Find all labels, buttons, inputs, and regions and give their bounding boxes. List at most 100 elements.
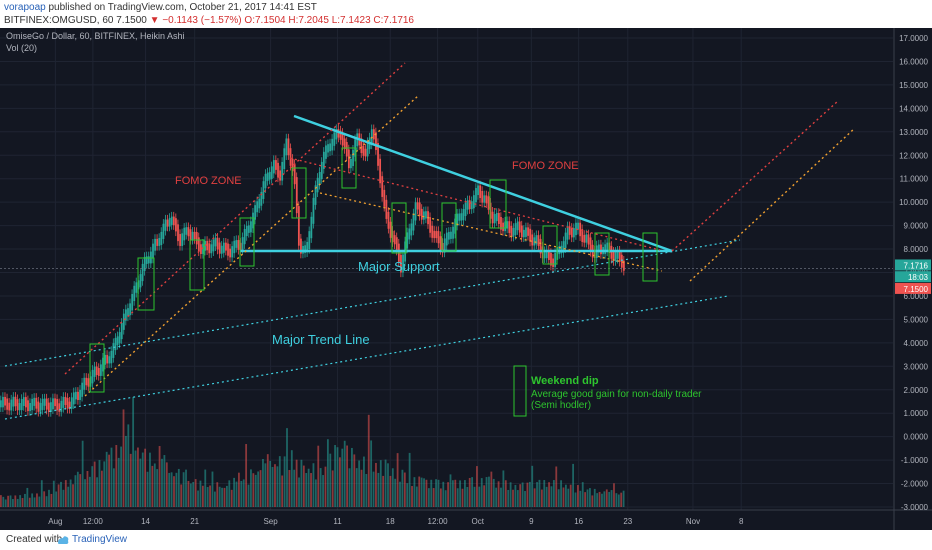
volume-bar	[177, 468, 180, 507]
volume-bar	[521, 482, 524, 507]
candle-body	[125, 309, 127, 321]
volume-bar	[343, 440, 346, 507]
volume-bar	[165, 462, 168, 507]
price-tag-label: 7.1716	[904, 261, 929, 270]
candle-body	[508, 221, 511, 233]
candle-body	[154, 238, 156, 251]
candle-body	[168, 217, 171, 227]
volume-bar	[201, 485, 204, 507]
volume-bar	[531, 465, 534, 507]
volume-bar	[295, 459, 298, 507]
volume-bar	[278, 456, 281, 507]
candle-body	[87, 378, 90, 387]
candle-body	[337, 129, 340, 138]
candle-body	[429, 217, 432, 233]
volume-bar	[326, 439, 329, 507]
candle-body	[247, 225, 250, 233]
price-axis-label: 2.0000	[904, 386, 929, 395]
symbol-label: BITFINEX:OMGUSD, 60	[4, 15, 114, 26]
volume-bar	[199, 480, 202, 507]
candle-body	[573, 228, 575, 238]
volume-bar	[79, 474, 82, 507]
volume-bar	[555, 466, 558, 507]
candle-body	[35, 397, 38, 409]
candle-body	[295, 177, 298, 214]
candle-body	[91, 369, 94, 384]
candle-body	[206, 240, 209, 251]
candle-body	[339, 130, 342, 140]
volume-bar	[120, 446, 123, 507]
volume-bar	[302, 465, 305, 507]
candle-body	[579, 222, 582, 237]
major-support-label: Major Support	[358, 259, 440, 274]
volume-bar	[112, 468, 115, 507]
volume-bar	[478, 486, 481, 507]
volume-bar	[240, 480, 243, 507]
candle-body	[364, 148, 367, 157]
candle-body	[445, 232, 448, 246]
candle-body	[531, 234, 534, 246]
candle-body	[441, 242, 444, 253]
volume-bar	[577, 485, 579, 507]
candle-body	[220, 245, 223, 254]
candle-body	[102, 357, 104, 372]
volume-bar	[290, 450, 293, 507]
volume-bar	[238, 472, 240, 507]
price-axis-label: 8.0000	[904, 245, 929, 254]
price-axis-label: 9.0000	[904, 222, 929, 231]
volume-bar	[314, 479, 317, 507]
publish-header: vorapoap published on TradingView.com, O…	[0, 0, 932, 28]
volume-bar	[62, 489, 65, 507]
volume-bar	[36, 493, 38, 507]
tradingview-brand[interactable]: TradingView	[72, 534, 128, 545]
price-axis-label: 0.0000	[904, 433, 929, 442]
chart-area[interactable]: 17.0000 16.0000 15.0000 14.0000 13.0000 12.00…	[0, 28, 932, 530]
chart-canvas: 17.0000 16.0000 15.0000 14.0000 13.0000 12.00…	[0, 28, 932, 530]
volume-bar	[415, 486, 418, 507]
volume-bar	[430, 479, 433, 507]
candle-body	[166, 219, 169, 227]
volume-bar	[274, 464, 276, 507]
volume-bar	[451, 480, 454, 507]
volume-bar	[81, 440, 84, 507]
volume-bar	[615, 493, 618, 507]
candle-body	[366, 142, 369, 157]
candle-body	[585, 234, 588, 243]
candle-body	[291, 158, 294, 172]
time-axis-label: 12:00	[83, 517, 104, 526]
volume-bar	[55, 491, 58, 507]
candle-body	[179, 234, 181, 246]
candle-body	[43, 398, 46, 406]
volume-bar	[319, 468, 322, 507]
volume-bar	[67, 486, 70, 507]
candle-body	[162, 223, 165, 239]
volume-bar	[96, 477, 98, 507]
volume-bar	[334, 445, 336, 507]
candle-body	[260, 191, 263, 206]
volume-bar	[300, 459, 303, 507]
plot-background	[0, 28, 932, 530]
candle-body	[300, 238, 302, 254]
created-with-label: Created with	[6, 534, 63, 545]
volume-bar	[454, 479, 457, 507]
candle-body	[131, 294, 134, 311]
candle-body	[27, 400, 29, 412]
volume-bar	[545, 486, 548, 507]
price-axis-label: 11.0000	[900, 175, 929, 184]
author-link[interactable]: vorapoap	[4, 2, 46, 13]
candle-body	[341, 132, 344, 146]
volume-bar	[259, 470, 262, 507]
volume-bar	[543, 480, 546, 507]
candle-body	[170, 216, 173, 225]
candle-body	[120, 322, 123, 340]
volume-bar	[601, 493, 603, 507]
weekend-dip-box	[239, 217, 255, 267]
volume-bar	[394, 478, 397, 507]
candle-body	[16, 399, 19, 411]
candle-body	[512, 227, 515, 237]
volume-bar	[26, 487, 29, 507]
volume-bar	[581, 482, 584, 507]
volume-bar	[403, 472, 406, 507]
fomo-line-right-red	[671, 100, 839, 252]
volume-bar	[151, 465, 154, 507]
